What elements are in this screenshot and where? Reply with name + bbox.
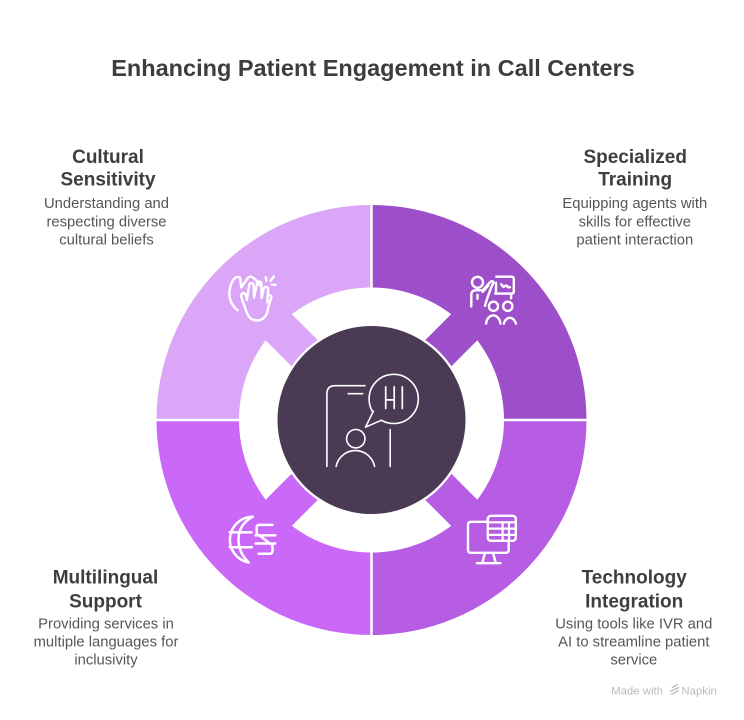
svg-text:Napkin: Napkin: [681, 686, 716, 698]
svg-text:Cultural: Cultural: [72, 147, 144, 168]
svg-text:Providing services in: Providing services in: [38, 616, 174, 632]
svg-text:Technology: Technology: [582, 568, 688, 589]
svg-text:Multilingual: Multilingual: [53, 568, 159, 589]
svg-text:Training: Training: [598, 170, 672, 191]
svg-text:Understanding and: Understanding and: [44, 196, 169, 212]
svg-text:Integration: Integration: [585, 591, 683, 612]
svg-text:respecting diverse: respecting diverse: [46, 214, 166, 230]
svg-text:Equipping agents with: Equipping agents with: [562, 196, 707, 212]
svg-text:skills for effective: skills for effective: [579, 214, 691, 230]
svg-text:inclusivity: inclusivity: [74, 653, 138, 669]
svg-text:service: service: [610, 653, 657, 669]
svg-text:AI to streamline patient: AI to streamline patient: [558, 634, 709, 650]
svg-text:Support: Support: [69, 591, 142, 612]
svg-text:patient interaction: patient interaction: [576, 232, 693, 248]
svg-text:multiple languages for: multiple languages for: [34, 634, 179, 650]
svg-text:Enhancing Patient Engagement i: Enhancing Patient Engagement in Call Cen…: [111, 55, 635, 81]
svg-text:cultural beliefs: cultural beliefs: [59, 232, 154, 248]
svg-text:Using tools like IVR and: Using tools like IVR and: [555, 616, 712, 632]
svg-text:Specialized: Specialized: [583, 147, 687, 168]
svg-text:Made with: Made with: [611, 686, 663, 698]
svg-text:Sensitivity: Sensitivity: [60, 170, 155, 191]
